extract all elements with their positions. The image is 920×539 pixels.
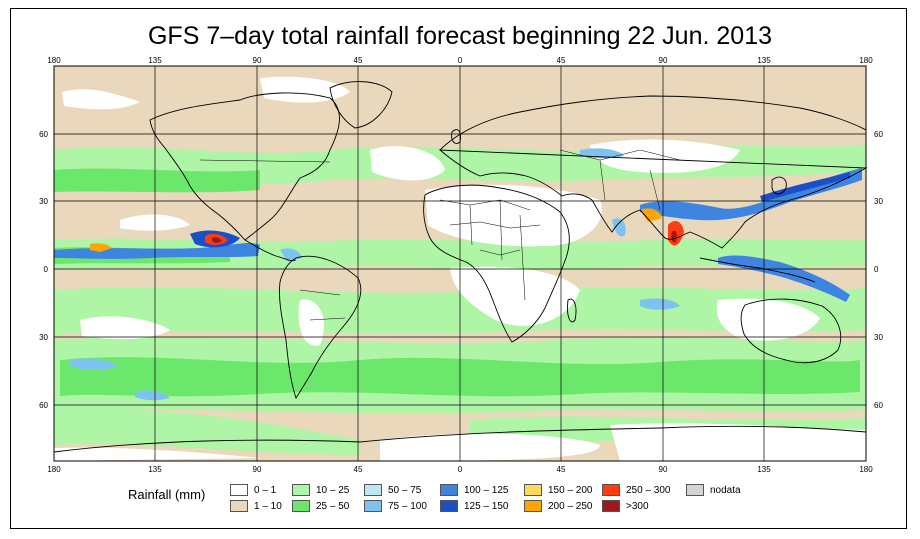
legend-swatch xyxy=(230,500,248,512)
legend-swatch xyxy=(602,500,620,512)
legend-label: nodata xyxy=(710,484,741,496)
africa-outline xyxy=(423,184,570,343)
lat-tick-left: 30 xyxy=(39,333,48,342)
lat-tick-right: 60 xyxy=(874,401,883,410)
lat-ticks-left: 60 30 0 30 60 xyxy=(39,130,48,410)
legend-item: 200 – 250 xyxy=(524,499,593,513)
legend-swatch xyxy=(686,484,704,496)
legend-label: 25 – 50 xyxy=(316,500,350,512)
legend-label: 10 – 25 xyxy=(316,484,350,496)
lon-tick-bottom: 135 xyxy=(757,465,771,474)
lat-tick-right: 30 xyxy=(874,333,883,342)
lat-ticks-right: 60 30 0 30 60 xyxy=(874,130,883,410)
legend-item: 25 – 50 xyxy=(292,499,349,513)
legend-label: 100 – 125 xyxy=(464,484,509,496)
madagascar-outline xyxy=(567,298,577,323)
legend-item: 150 – 200 xyxy=(524,483,593,497)
legend-label: 125 – 150 xyxy=(464,500,509,512)
legend-label: 50 – 75 xyxy=(388,484,422,496)
legend-item: 50 – 75 xyxy=(364,483,421,497)
legend-item: 125 – 150 xyxy=(440,499,509,513)
lon-tick-top: 45 xyxy=(354,56,363,65)
lon-tick-bottom: 45 xyxy=(557,465,566,474)
lon-tick-top: 180 xyxy=(47,56,61,65)
legend-swatch xyxy=(524,484,542,496)
legend-label: 1 – 10 xyxy=(254,500,282,512)
legend-item: 1 – 10 xyxy=(230,499,282,513)
legend-swatch xyxy=(364,500,382,512)
antarctica-outline xyxy=(53,425,867,453)
central-america-outline xyxy=(244,239,297,261)
lat-tick-left: 0 xyxy=(44,265,49,274)
lon-tick-top: 90 xyxy=(253,56,262,65)
legend-label: 0 – 1 xyxy=(254,484,277,496)
legend-item: 0 – 1 xyxy=(230,483,276,497)
lon-tick-bottom: 90 xyxy=(659,465,668,474)
legend-label: 150 – 200 xyxy=(548,484,593,496)
legend-item: 75 – 100 xyxy=(364,499,427,513)
lon-tick-bottom: 180 xyxy=(859,465,873,474)
legend-item: >300 xyxy=(602,499,649,513)
legend-title: Rainfall (mm) xyxy=(128,487,206,502)
map-title: GFS 7–day total rainfall forecast beginn… xyxy=(147,22,772,50)
lat-tick-left: 60 xyxy=(39,401,48,410)
lon-tick-bottom: 45 xyxy=(354,465,363,474)
legend-swatch xyxy=(440,500,458,512)
lon-ticks-top: 180 135 90 45 0 45 90 135 180 xyxy=(47,56,873,65)
dry-regions xyxy=(54,76,866,461)
lat-tick-right: 60 xyxy=(874,130,883,139)
lat-tick-left: 60 xyxy=(39,130,48,139)
country-borders xyxy=(199,149,681,321)
lon-tick-bottom: 0 xyxy=(458,465,463,474)
legend-label: >300 xyxy=(626,500,649,512)
eurasia-outline xyxy=(438,95,868,249)
legend-swatch xyxy=(292,484,310,496)
legend-swatch xyxy=(230,484,248,496)
lon-tick-bottom: 135 xyxy=(148,465,162,474)
lon-tick-top: 135 xyxy=(148,56,162,65)
lon-tick-top: 0 xyxy=(458,56,463,65)
legend-item: nodata xyxy=(686,483,741,497)
graticule xyxy=(54,66,866,461)
lon-ticks-bottom: 180 135 90 45 0 45 90 135 180 xyxy=(47,465,873,474)
figure-frame xyxy=(10,8,907,529)
legend-swatch xyxy=(292,500,310,512)
legend-swatch xyxy=(440,484,458,496)
map-border xyxy=(53,65,867,462)
north-america-outline xyxy=(149,92,340,241)
lon-tick-top: 45 xyxy=(557,56,566,65)
continent-outlines xyxy=(53,81,868,453)
lon-tick-top: 135 xyxy=(757,56,771,65)
legend-label: 200 – 250 xyxy=(548,500,593,512)
legend-label: 75 – 100 xyxy=(388,500,427,512)
lon-tick-bottom: 90 xyxy=(253,465,262,474)
lon-tick-top: 90 xyxy=(659,56,668,65)
lat-tick-right: 0 xyxy=(874,265,879,274)
lat-tick-left: 30 xyxy=(39,197,48,206)
japan-outline xyxy=(771,176,787,195)
lon-tick-bottom: 180 xyxy=(47,465,61,474)
legend-label: 250 – 300 xyxy=(626,484,671,496)
legend-swatch xyxy=(364,484,382,496)
lon-tick-top: 180 xyxy=(859,56,873,65)
legend-swatch xyxy=(602,484,620,496)
legend-item: 250 – 300 xyxy=(602,483,671,497)
moderate-rain-patches xyxy=(70,148,680,401)
lat-tick-right: 30 xyxy=(874,197,883,206)
indonesia-outline xyxy=(699,257,816,283)
legend-item: 100 – 125 xyxy=(440,483,509,497)
australia-outline xyxy=(740,298,842,364)
legend-swatch xyxy=(524,500,542,512)
greenland-outline xyxy=(329,81,393,129)
legend-item: 10 – 25 xyxy=(292,483,349,497)
